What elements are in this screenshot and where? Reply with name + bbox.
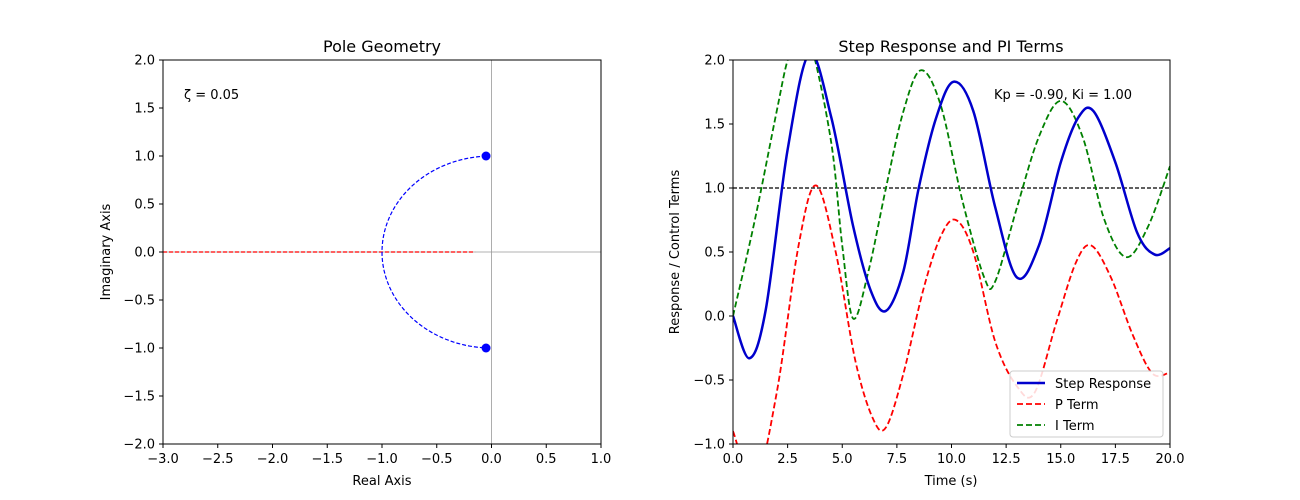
x-tick-label: −1.0 (366, 452, 398, 467)
step-response-chart: Step Response and PI Terms 0.0 2.5 5.0 7.5 1… (668, 37, 1185, 489)
x-tick-label: −0.5 (421, 452, 453, 467)
legend-box (1009, 370, 1164, 438)
x-tick-label: 15.0 (1046, 452, 1075, 467)
chart-title: Pole Geometry (323, 37, 441, 56)
pole-marker-0 (481, 151, 491, 161)
y-tick-label: −1.0 (693, 438, 725, 453)
y-tick-label: −2.0 (123, 438, 155, 453)
y-tick-label: 0.5 (134, 198, 155, 213)
y-tick-label: 0.5 (704, 246, 725, 261)
gain-annotation: Kp = -0.90, Ki = 1.00 (994, 88, 1132, 103)
chart-title: Step Response and PI Terms (838, 37, 1063, 56)
x-tick-label: −1.5 (311, 452, 343, 467)
y-tick-label: 0.0 (704, 310, 725, 325)
legend: Step Response P Term I Term (1009, 370, 1164, 438)
x-tick-label: 12.5 (992, 452, 1021, 467)
x-tick-label: 0.5 (536, 452, 557, 467)
y-tick-label: −1.5 (123, 390, 155, 405)
pole-geometry-chart: Pole Geometry −3.0 −2.5 −2.0 −1.5 −1.0 −0.5 0.… (99, 37, 611, 489)
x-axis-label: Real Axis (352, 474, 411, 489)
legend-label-p-term: P Term (1055, 398, 1098, 413)
x-tick-label: −2.5 (202, 452, 234, 467)
pole-marker-1 (481, 343, 491, 353)
y-tick-label: 0.0 (134, 246, 155, 261)
y-tick-label: 1.5 (704, 118, 725, 133)
series-line-p-term (733, 184, 1170, 444)
x-tick-label: 2.5 (777, 452, 798, 467)
x-tick-label: 17.5 (1101, 452, 1130, 467)
x-axis-label: Time (s) (924, 474, 978, 489)
x-tick-label: 0.0 (481, 452, 502, 467)
x-tick-label: 5.0 (832, 452, 853, 467)
y-tick-label: 1.5 (134, 102, 155, 117)
y-tick-label: 1.0 (704, 182, 725, 197)
x-tick-label: 7.5 (887, 452, 908, 467)
x-tick-label: 0.0 (723, 452, 744, 467)
y-tick-label: −0.5 (123, 294, 155, 309)
legend-label-i-term: I Term (1055, 419, 1094, 434)
y-tick-label: 1.0 (134, 150, 155, 165)
x-tick-label: −3.0 (147, 452, 179, 467)
y-tick-label: −0.5 (693, 374, 725, 389)
x-tick-label: 10.0 (937, 452, 966, 467)
series-line-step-response (733, 60, 1170, 360)
legend-label-step-response: Step Response (1055, 377, 1151, 392)
x-tick-label: 20.0 (1156, 452, 1185, 467)
y-tick-label: 2.0 (704, 54, 725, 69)
y-tick-label: −1.0 (123, 342, 155, 357)
series-line-i-term (733, 60, 1170, 320)
y-axis-label: Imaginary Axis (99, 203, 114, 300)
damping-ratio-annotation: ζ = 0.05 (184, 88, 239, 103)
y-tick-label: 2.0 (134, 54, 155, 69)
x-tick-label: 1.0 (591, 452, 612, 467)
damping-arc (381, 155, 487, 349)
x-tick-label: −2.0 (257, 452, 289, 467)
y-axis-label: Response / Control Terms (668, 170, 683, 335)
